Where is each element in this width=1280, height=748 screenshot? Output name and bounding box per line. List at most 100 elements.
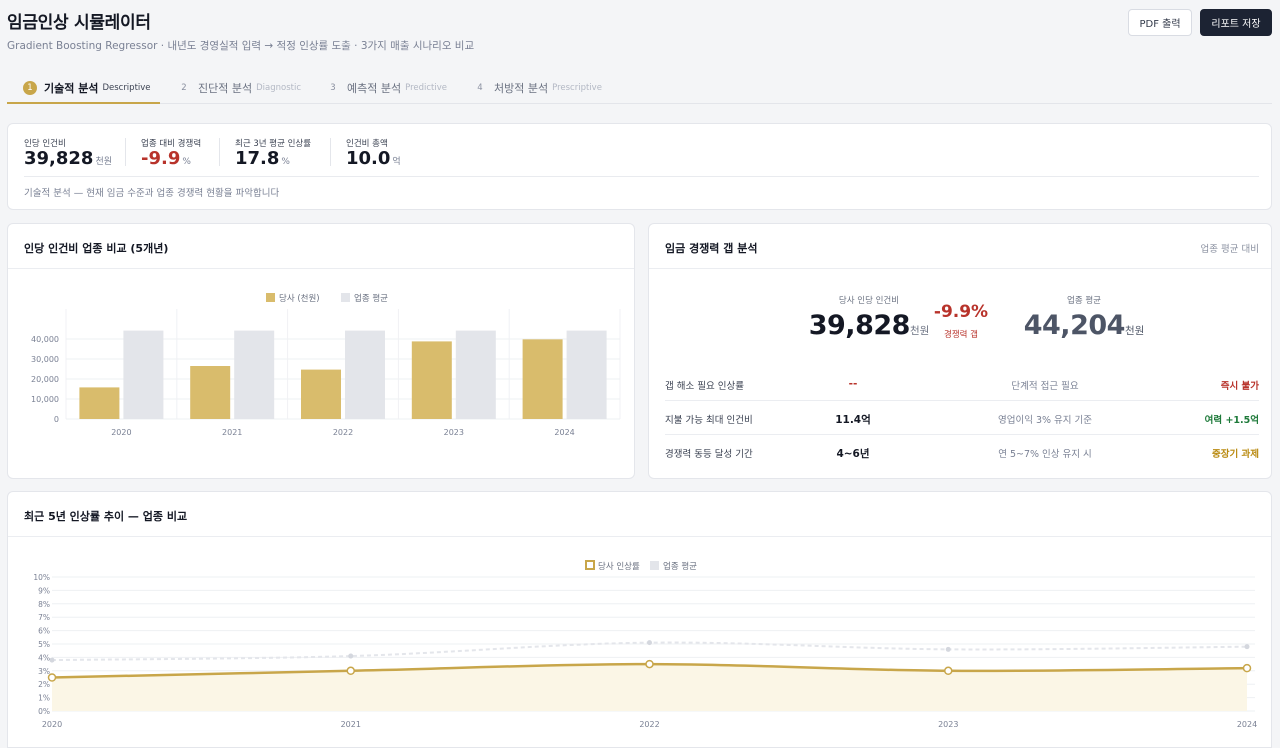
bar (566, 330, 607, 419)
data-point (1242, 663, 1252, 673)
card-title: 인당 인건비 업종 비교 (5개년) (24, 242, 169, 255)
active-tab-indicator (7, 102, 160, 104)
y-tick-label: 0 (54, 415, 59, 424)
kpi-separator (219, 138, 220, 166)
bar-chart-card: 인당 인건비 업종 비교 (5개년) 당사 (천원) 업종 평균 0 10,000 20… (7, 223, 635, 479)
x-tick-label: 2022 (639, 720, 659, 729)
tab-sublabel: Descriptive (102, 83, 151, 93)
industry-cost-value: 44,204 (1023, 310, 1126, 341)
bar (522, 339, 563, 419)
kpi-competitiveness: 업종 대비 경쟁력 -9.9% (141, 137, 201, 169)
y-tick-label: 7% (38, 613, 50, 622)
tab-prescriptive[interactable]: 4 처방적 분석 Prescriptive (473, 72, 602, 104)
tab-label: 처방적 분석 (494, 82, 549, 95)
kpi-unit: 천원 (95, 157, 113, 167)
row-value: -- (848, 378, 858, 390)
gap-row-max-payable: 지불 가능 최대 인건비 11.4억 영업이익 3% 유지 기준 여력 +1.5… (665, 400, 1259, 434)
kpi-label: 인건비 총액 (346, 139, 388, 149)
bar (345, 330, 385, 419)
kpi-unit: % (281, 157, 290, 167)
y-tick-label: 20,000 (31, 375, 59, 384)
data-point (945, 646, 951, 652)
row-label: 갭 해소 필요 인상률 (665, 381, 744, 392)
tab-descriptive[interactable]: 1 기술적 분석 Descriptive (23, 72, 151, 104)
legend-swatch (341, 293, 350, 302)
series-area (52, 664, 1247, 711)
gap-row-parity-period: 경쟁력 동등 달성 기간 4~6년 연 5~7% 인상 유지 시 중장기 과제 (665, 434, 1259, 468)
bar (411, 341, 452, 419)
y-tick-label: 2% (38, 680, 50, 689)
x-tick-label: 2021 (341, 720, 361, 729)
x-tick-label: 2022 (333, 428, 353, 437)
tab-sublabel: Prescriptive (552, 83, 602, 93)
kpi-separator (330, 138, 331, 166)
x-tick-label: 2024 (554, 428, 574, 437)
page-title: 임금인상 시뮬레이터 (7, 13, 151, 33)
kpi-value: 39,828 (24, 148, 94, 169)
line-chart: 당사 인상률 업종 평균 0% 1% 2% 3% 4% 5% 6% 7% 8% 9% 10% 2020 20… (33, 560, 1257, 729)
kpi-labor-cost-per-head: 인당 인건비 39,828 천원 (24, 137, 112, 169)
our-cost-unit: 천원 (909, 325, 930, 337)
legend-swatch (650, 561, 659, 570)
kpi-value: -9.9 (141, 148, 181, 169)
gap-value: -9.9% (933, 302, 989, 322)
tab-label: 진단적 분석 (198, 82, 253, 95)
card-title: 최근 5년 인상률 추이 — 업종 비교 (24, 510, 188, 523)
bar (455, 330, 496, 419)
gap-analysis-card: 임금 경쟁력 갭 분석 업종 평균 대비 당사 인당 인건비 39,828천원 … (648, 223, 1272, 479)
tab-number: 2 (181, 83, 187, 93)
y-tick-label: 4% (38, 653, 50, 662)
x-tick-label: 2021 (222, 428, 242, 437)
save-report-button[interactable]: 리포트 저장 (1200, 9, 1272, 36)
tab-sublabel: Predictive (405, 83, 448, 93)
kpi-value: 17.8 (235, 148, 280, 169)
kpi-summary-card: 인당 인건비 39,828 천원 업종 대비 경쟁력 -9.9% 최근 3년 평균… (7, 123, 1272, 210)
tab-predictive[interactable]: 3 예측적 분석 Predictive (326, 72, 447, 104)
row-value: 11.4억 (835, 414, 871, 426)
data-point (49, 657, 55, 663)
legend-swatch (266, 293, 275, 302)
page-subtitle: Gradient Boosting Regressor · 내년도 경영실적 입… (7, 40, 475, 52)
legend-label: 당사 (천원) (279, 293, 320, 304)
tab-number: 3 (330, 83, 336, 93)
row-status: 중장기 과제 (1211, 449, 1259, 460)
pdf-export-button[interactable]: PDF 출력 (1128, 9, 1192, 36)
our-cost-caption: 당사 인당 인건비 (838, 296, 900, 306)
industry-labor-cost: 업종 평균 44,204천원 (994, 294, 1174, 341)
data-point (348, 653, 354, 659)
bar (79, 387, 120, 419)
bar (234, 330, 275, 419)
kpi-total-labor-cost: 인건비 총액 10.0 억 (346, 137, 401, 169)
y-tick-label: 3% (38, 667, 50, 676)
industry-cost-caption: 업종 평균 (1067, 296, 1101, 306)
card-title: 임금 경쟁력 갭 분석 (665, 242, 758, 255)
legend-label: 업종 평균 (663, 561, 697, 572)
kpi-separator (125, 138, 126, 166)
divider (8, 536, 1271, 537)
kpi-value: 10.0 (346, 148, 391, 169)
y-tick-label: 10,000 (31, 395, 59, 404)
row-description: 단계적 접근 필요 (1011, 381, 1079, 392)
line-legend: 당사 인상률 업종 평균 (585, 560, 697, 572)
bar-chart: 당사 (천원) 업종 평균 0 10,000 20,000 30,000 40,000 202… (31, 293, 621, 437)
kpi-unit: % (182, 157, 191, 167)
y-tick-label: 9% (38, 586, 50, 595)
divider (649, 268, 1271, 269)
page-header: 임금인상 시뮬레이터 Gradient Boosting Regressor ·… (7, 8, 1272, 54)
x-tick-label: 2020 (111, 428, 131, 437)
tab-number: 4 (477, 83, 483, 93)
y-tick-label: 30,000 (31, 355, 59, 364)
tab-diagnostic[interactable]: 2 진단적 분석 Diagnostic (177, 72, 301, 104)
kpi-note: 기술적 분석 — 현재 임금 수준과 업종 경쟁력 현황을 파악합니다 (24, 188, 280, 199)
kpi-label: 인당 인건비 (24, 139, 66, 149)
legend-label: 당사 인상률 (598, 561, 640, 572)
y-tick-label: 5% (38, 640, 50, 649)
x-tick-label: 2020 (42, 720, 62, 729)
kpi-label: 최근 3년 평균 인상률 (235, 139, 312, 149)
x-tick-label: 2024 (1237, 720, 1257, 729)
data-point (346, 666, 355, 676)
y-tick-label: 8% (38, 600, 50, 609)
kpi-avg-raise: 최근 3년 평균 인상률 17.8% (235, 137, 311, 169)
y-tick-label: 1% (38, 694, 50, 703)
row-description: 영업이익 3% 유지 기준 (997, 415, 1093, 426)
